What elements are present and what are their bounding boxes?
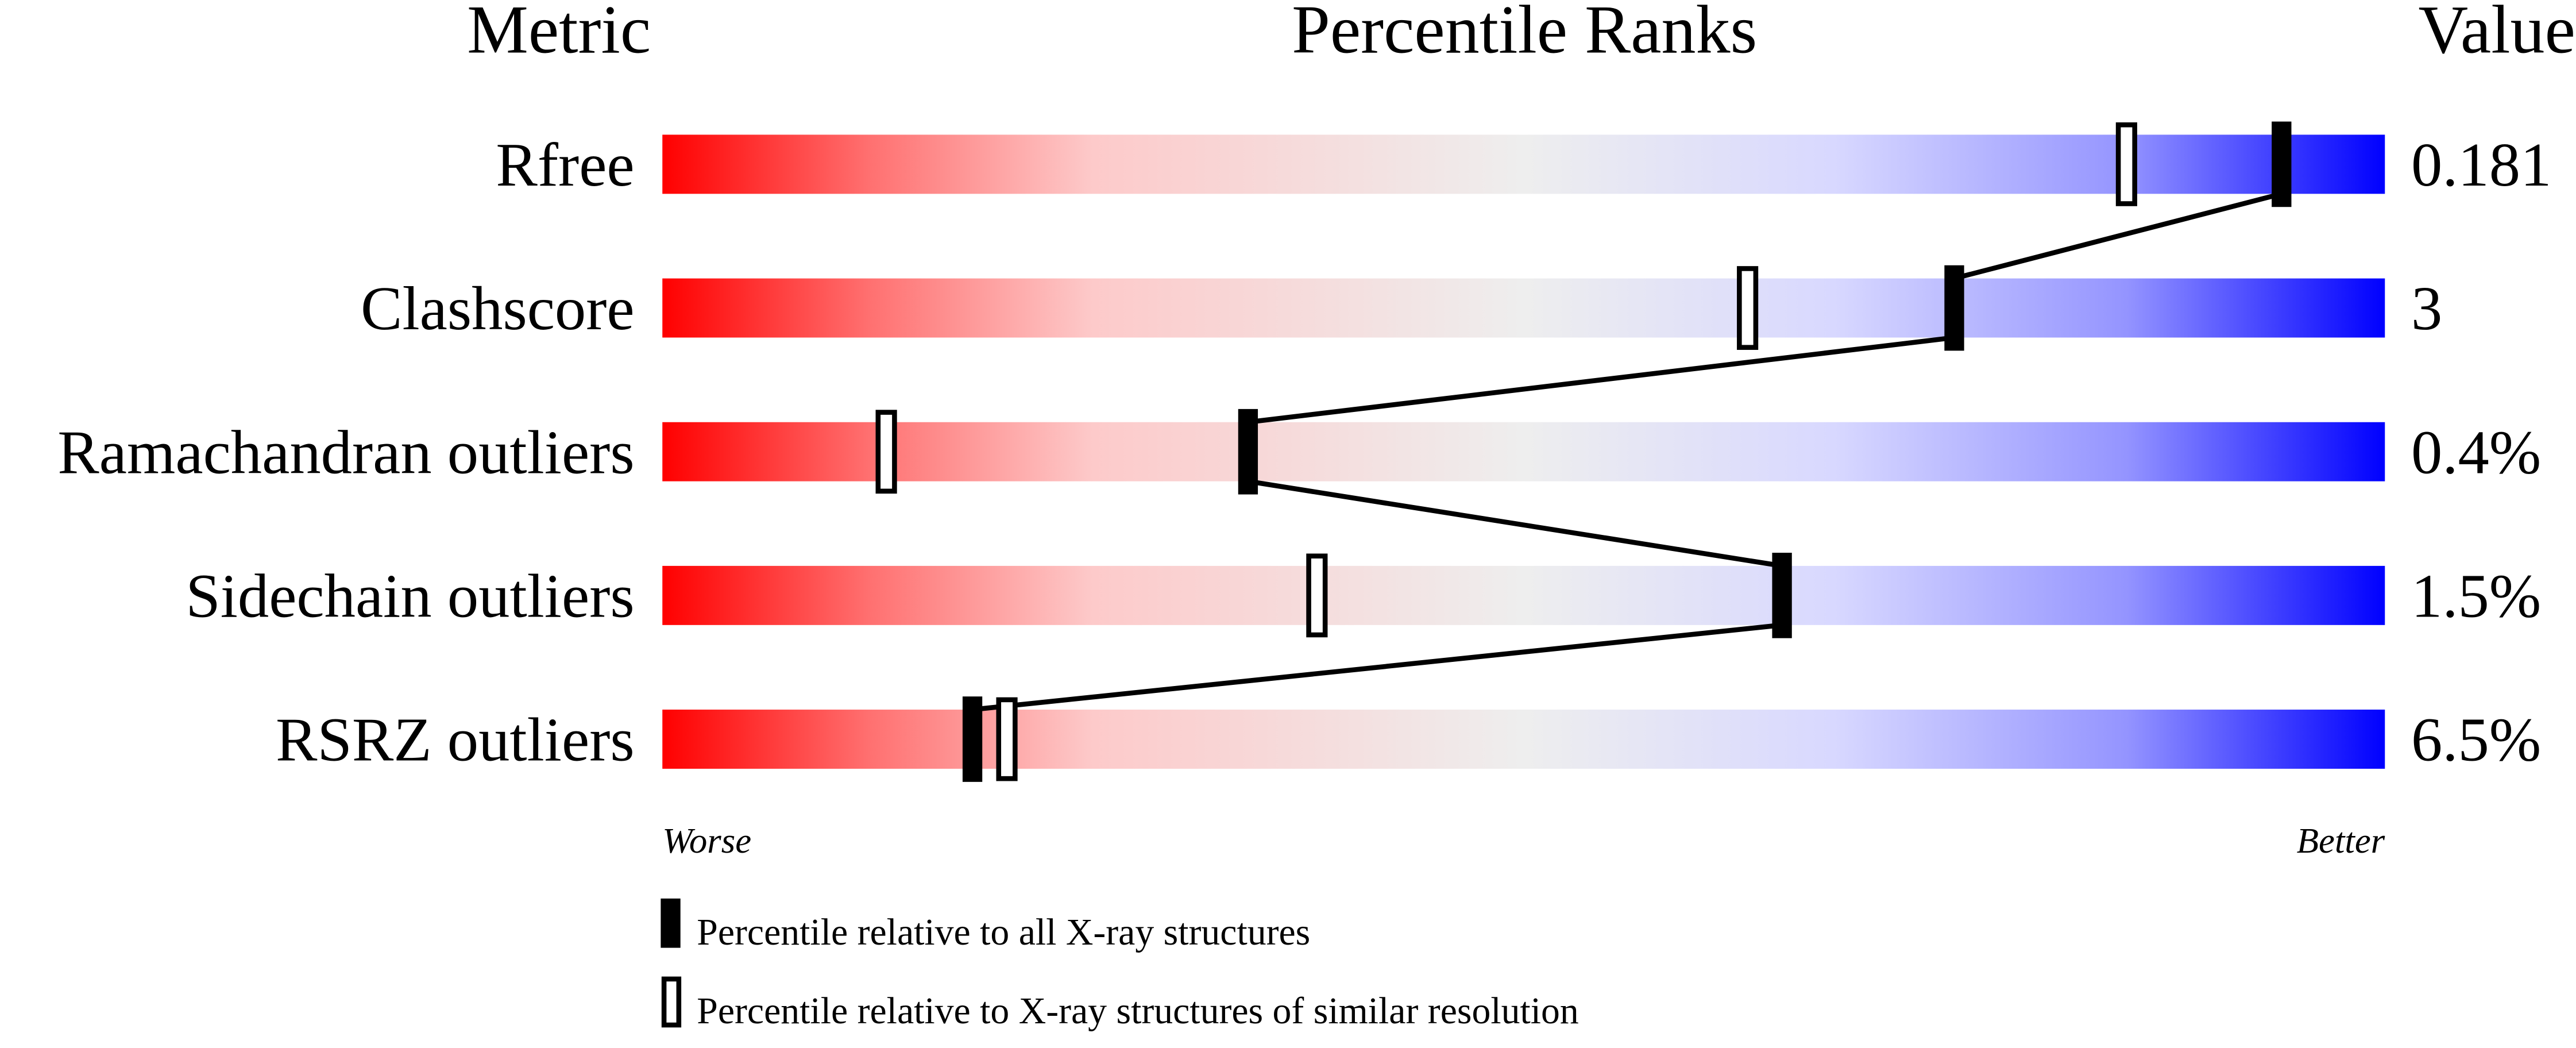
metric-value: 1.5% [2411,562,2541,631]
percentile-bar [662,710,2385,769]
marker-all-structures [2272,121,2292,207]
legend-open-marker [661,976,682,1028]
metric-label: Clashscore [361,274,635,343]
marker-similar-resolution [996,697,1018,781]
metric-label: Rfree [496,130,634,199]
metric-label: Ramachandran outliers [57,418,634,487]
metric-label: RSRZ outliers [276,706,635,775]
connector-line [1953,191,2283,281]
connector-lines [972,191,2283,712]
connector-line [1248,479,1783,569]
metric-value: 3 [2411,274,2442,343]
header-percentile-ranks: Percentile Ranks [1292,0,1757,67]
percentile-bar [662,565,2385,625]
metric-value: 6.5% [2411,706,2541,775]
metric-label: Sidechain outliers [186,562,634,631]
axis-label-better: Better [2297,820,2385,861]
header-metric: Metric [467,0,651,67]
marker-all-structures [1238,409,1258,495]
percentile-bar [662,422,2385,481]
marker-all-structures [1944,265,1964,351]
axis-label-worse: Worse [662,820,751,861]
marker-similar-resolution [875,410,897,494]
connector-line [1248,335,1955,425]
legend-label-all: Percentile relative to all X-ray structu… [697,911,1310,953]
legend-label-similar: Percentile relative to X-ray structures … [697,990,1578,1032]
marker-similar-resolution [1306,553,1328,638]
marker-all-structures [1772,553,1792,638]
metric-value: 0.181 [2411,130,2551,199]
metric-value: 0.4% [2411,418,2541,487]
header-value: Value [2419,0,2575,67]
marker-similar-resolution [1737,266,1759,350]
percentile-bar [662,278,2385,338]
marker-similar-resolution [2115,122,2137,206]
legend-filled-marker [661,898,681,948]
percentile-bar [662,134,2385,194]
marker-all-structures [962,696,983,782]
connector-line [972,622,1783,712]
